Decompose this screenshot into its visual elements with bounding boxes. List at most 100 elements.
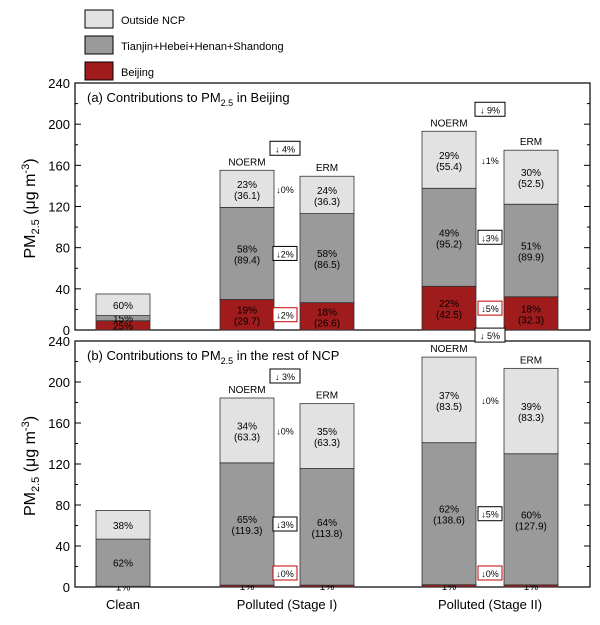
data-label-value: (95.2): [436, 239, 462, 250]
x-category-label: Polluted (Stage I): [237, 597, 337, 612]
y-label-main: PM: [22, 492, 39, 516]
bar-segment-outside-ncp: [299, 175, 355, 215]
y-label-unit: (μg m: [22, 431, 39, 477]
legend-label-0: Outside NCP: [121, 15, 185, 27]
data-label-pct: 1%: [116, 583, 131, 594]
legend-swatch-2: [84, 61, 114, 81]
reduction-label: ↓1%: [481, 156, 499, 166]
legend-swatch-1: [84, 35, 114, 55]
data-label-value: (36.1): [234, 191, 260, 202]
bar-segment-tianjin-hebei-henan-shandong: [299, 213, 355, 304]
reduction-box: [477, 565, 503, 581]
y-label-sub: 2.5: [30, 219, 42, 234]
data-label-pct: 1%: [320, 582, 335, 593]
data-label-pct: 18%: [521, 304, 541, 315]
reduction-label: ↓3%: [276, 520, 294, 530]
reduction-label: ↓0%: [481, 396, 499, 406]
bar-segment-tianjin-hebei-henan-shandong: [219, 207, 275, 300]
data-label-value: (138.6): [433, 516, 465, 527]
data-label-pct: 25%: [113, 321, 133, 332]
data-label-pct: 30%: [521, 168, 541, 179]
y-tick-label: 80: [56, 498, 70, 513]
reduction-label: ↓0%: [481, 569, 499, 579]
data-label-value: (52.5): [518, 179, 544, 190]
bar-label-noerm: NOERM: [430, 344, 467, 355]
legend-label-2: Beijing: [121, 67, 154, 79]
data-label-pct: 1%: [442, 582, 457, 593]
data-label-value: (89.9): [518, 252, 544, 263]
data-label-value: (127.9): [515, 521, 547, 532]
bar-segment-outside-ncp: [219, 397, 275, 464]
bar-segment-outside-ncp: [421, 356, 477, 444]
data-label-value: (42.5): [436, 310, 462, 321]
data-label-pct: 15%: [113, 314, 133, 325]
data-label-pct: 64%: [317, 518, 337, 529]
title-prefix: (b) Contributions to PM: [87, 348, 221, 363]
bar-label-noerm: NOERM: [430, 118, 467, 129]
bar-segment-beijing: [219, 299, 275, 331]
data-label-value: (63.3): [234, 432, 260, 443]
reduction-label: ↓ 5%: [480, 331, 500, 341]
title-suffix: in Beijing: [233, 90, 289, 105]
y-tick-label: 240: [48, 76, 70, 91]
reduction-label: ↓2%: [276, 311, 294, 321]
y-axis-label: PM2.5 (μg m-3): [20, 158, 42, 258]
y-axis-label: PM2.5 (μg m-3): [20, 416, 42, 516]
data-label-value: (113.8): [312, 529, 343, 540]
panel-title: (b) Contributions to PM2.5 in the rest o…: [87, 348, 339, 366]
data-label-value: (26.6): [314, 318, 340, 329]
data-label-pct: 65%: [237, 515, 257, 526]
data-label-value: (83.3): [518, 413, 544, 424]
bar-segment-outside-ncp: [95, 510, 151, 540]
data-label-pct: 58%: [317, 249, 337, 260]
y-tick-label: 120: [48, 200, 70, 215]
y-tick-label: 40: [56, 539, 70, 554]
reduction-label: ↓ 4%: [275, 144, 295, 154]
reduction-box: [272, 565, 298, 581]
data-label-value: (36.3): [314, 197, 340, 208]
y-tick-label: 120: [48, 457, 70, 472]
bar-segment-tianjin-hebei-henan-shandong: [421, 442, 477, 586]
reduction-label: ↓ 9%: [480, 105, 500, 115]
data-label-pct: 37%: [439, 391, 459, 402]
data-label-pct: 49%: [439, 228, 459, 239]
y-label-sup: -3: [20, 164, 32, 174]
y-tick-label: 40: [56, 282, 70, 297]
data-label-value: (89.4): [234, 255, 260, 266]
x-category-label: Polluted (Stage II): [438, 597, 542, 612]
reduction-box: [269, 140, 301, 156]
data-label-pct: 62%: [113, 559, 133, 570]
reduction-label: ↓0%: [276, 185, 294, 195]
panel-title: (a) Contributions to PM2.5 in Beijing: [87, 90, 290, 108]
reduction-label: ↓2%: [276, 249, 294, 259]
data-label-pct: 23%: [237, 180, 257, 191]
reduction-label: ↓0%: [276, 426, 294, 436]
legend-label-1: Tianjin+Hebei+Henan+Shandong: [121, 41, 284, 53]
y-tick-label: 0: [63, 323, 70, 338]
data-label-pct: 1%: [240, 582, 255, 593]
bar-label-erm: ERM: [520, 355, 542, 366]
reduction-box: [474, 327, 506, 343]
y-label-close: ): [22, 158, 39, 163]
data-label-pct: 35%: [317, 427, 337, 438]
data-label-value: (119.3): [232, 526, 263, 537]
bar-segment-beijing: [503, 296, 559, 331]
y-tick-label: 160: [48, 416, 70, 431]
bar-segment-outside-ncp: [95, 293, 151, 316]
reduction-box: [272, 245, 298, 261]
data-label-pct: 39%: [521, 402, 541, 413]
bar-label-erm: ERM: [520, 137, 542, 148]
legend-swatch-0: [84, 9, 114, 29]
data-label-pct: 60%: [113, 301, 133, 312]
y-label-close: ): [22, 416, 39, 421]
reduction-box: [474, 101, 506, 117]
title-subscript: 2.5: [221, 98, 234, 108]
y-label-main: PM: [22, 235, 39, 259]
bar-segment-outside-ncp: [503, 367, 559, 455]
data-label-pct: 19%: [237, 306, 257, 317]
y-tick-label: 200: [48, 117, 70, 132]
x-category-label: Clean: [106, 597, 140, 612]
reduction-label: ↓5%: [481, 510, 499, 520]
